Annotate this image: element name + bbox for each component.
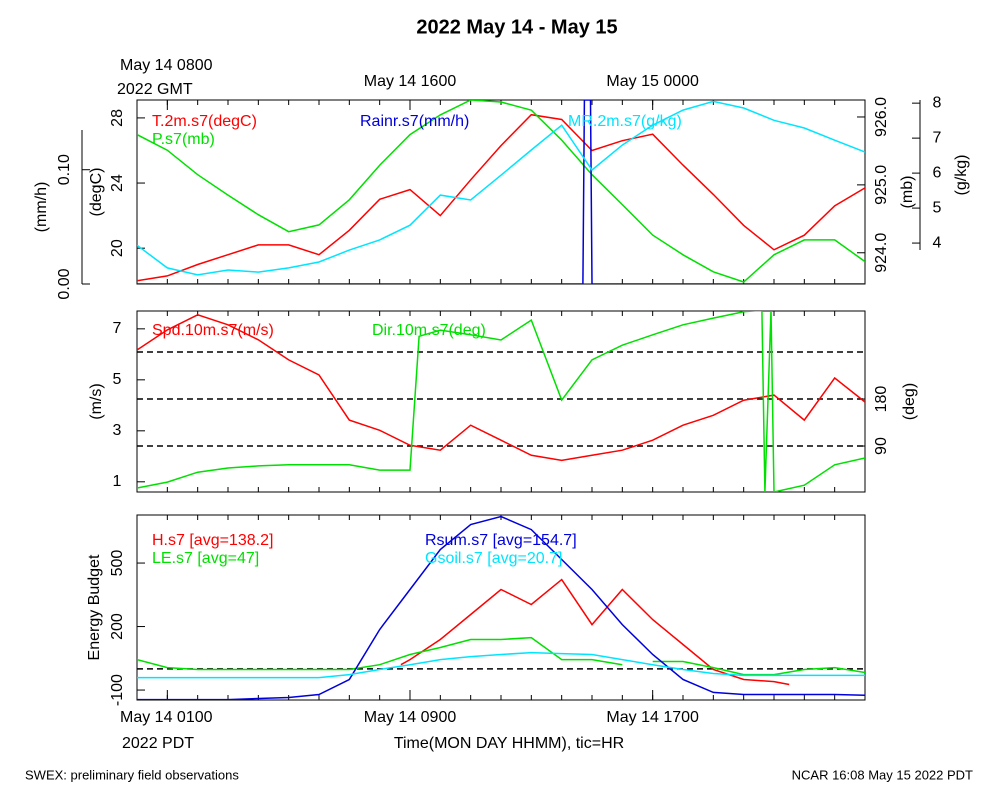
y-tick-label: 24 [109, 174, 126, 192]
y-tick-label: 7 [933, 129, 942, 146]
legend-label: Gsoil.s7 [avg=20.7] [425, 550, 562, 567]
x-sublabel: 2022 GMT [117, 81, 193, 98]
y-tick-label: 180 [873, 386, 890, 413]
y-tick-label: 4 [933, 234, 942, 251]
series-line [137, 113, 865, 282]
y-tick-label: 0.10 [56, 154, 73, 185]
series-line [137, 100, 865, 283]
y-axis-label: (mm/h) [33, 182, 50, 233]
series-group [137, 311, 865, 492]
y-tick-label: 1 [113, 473, 122, 490]
chart-title: 2022 May 14 - May 15 [416, 16, 617, 38]
y-tick-label: 90 [873, 437, 890, 455]
x-tick-label: May 15 0000 [606, 73, 699, 90]
x-tick-label: May 14 1600 [364, 73, 457, 90]
footer-right: NCAR 16:08 May 15 2022 PDT [792, 767, 973, 782]
y-tick-label: 3 [113, 422, 122, 439]
y-tick-label: 20 [109, 239, 126, 257]
series-group [137, 100, 865, 284]
series-line [137, 313, 865, 462]
legend-label: Rsum.s7 [avg=154.7] [425, 532, 577, 549]
x-sublabel: 2022 PDT [122, 735, 194, 752]
legend-label: P.s7(mb) [152, 131, 215, 148]
y-tick-label: 500 [109, 550, 126, 577]
series-line [137, 100, 865, 276]
y-tick-label: -100 [109, 674, 126, 706]
y-tick-label: 7 [113, 320, 122, 337]
legend-label: Rainr.s7(mm/h) [360, 113, 469, 130]
y-axis-label: (degC) [88, 168, 105, 217]
x-tick-label: May 14 1700 [606, 709, 699, 726]
x-tick-label: May 14 0900 [364, 709, 457, 726]
legend-label: LE.s7 [avg=47] [152, 550, 259, 567]
series-line [137, 311, 865, 492]
footer-left: SWEX: preliminary field observations [25, 767, 239, 782]
x-tick-label: May 14 0800 [120, 57, 213, 74]
y-axis-label: (m/s) [88, 383, 105, 419]
legend-label: H.s7 [avg=138.2] [152, 532, 273, 549]
y-tick-label: 0.00 [56, 268, 73, 299]
series-line [137, 636, 865, 676]
legend-label: T.2m.s7(degC) [152, 113, 257, 130]
y-tick-label: 5 [933, 199, 942, 216]
series-line [137, 651, 865, 679]
y-tick-label: 6 [933, 164, 942, 181]
series-line [137, 515, 865, 700]
y-axis-label: (deg) [901, 383, 918, 420]
y-tick-label: 5 [113, 371, 122, 388]
series-line [400, 578, 790, 686]
legend-label: Spd.10m.s7(m/s) [152, 322, 274, 339]
series-group [137, 515, 865, 700]
y-axis-label: (g/kg) [953, 155, 970, 196]
legend-label: MR.2m.s7(g/kg) [568, 113, 682, 130]
y-tick-label: 924.0 [873, 233, 890, 273]
y-tick-label: 926.0 [873, 97, 890, 137]
x-axis-label: Time(MON DAY HHMM), tic=HR [394, 735, 624, 752]
y-axis-label: (mb) [899, 176, 916, 209]
y-tick-label: 200 [109, 613, 126, 640]
legend-label: Dir.10m.s7(deg) [372, 322, 486, 339]
y-tick-label: 8 [933, 94, 942, 111]
x-tick-label: May 14 0100 [120, 709, 213, 726]
y-tick-label: 28 [109, 109, 126, 127]
y-tick-label: 925.0 [873, 165, 890, 205]
y-axis-label: Energy Budget [86, 554, 103, 660]
